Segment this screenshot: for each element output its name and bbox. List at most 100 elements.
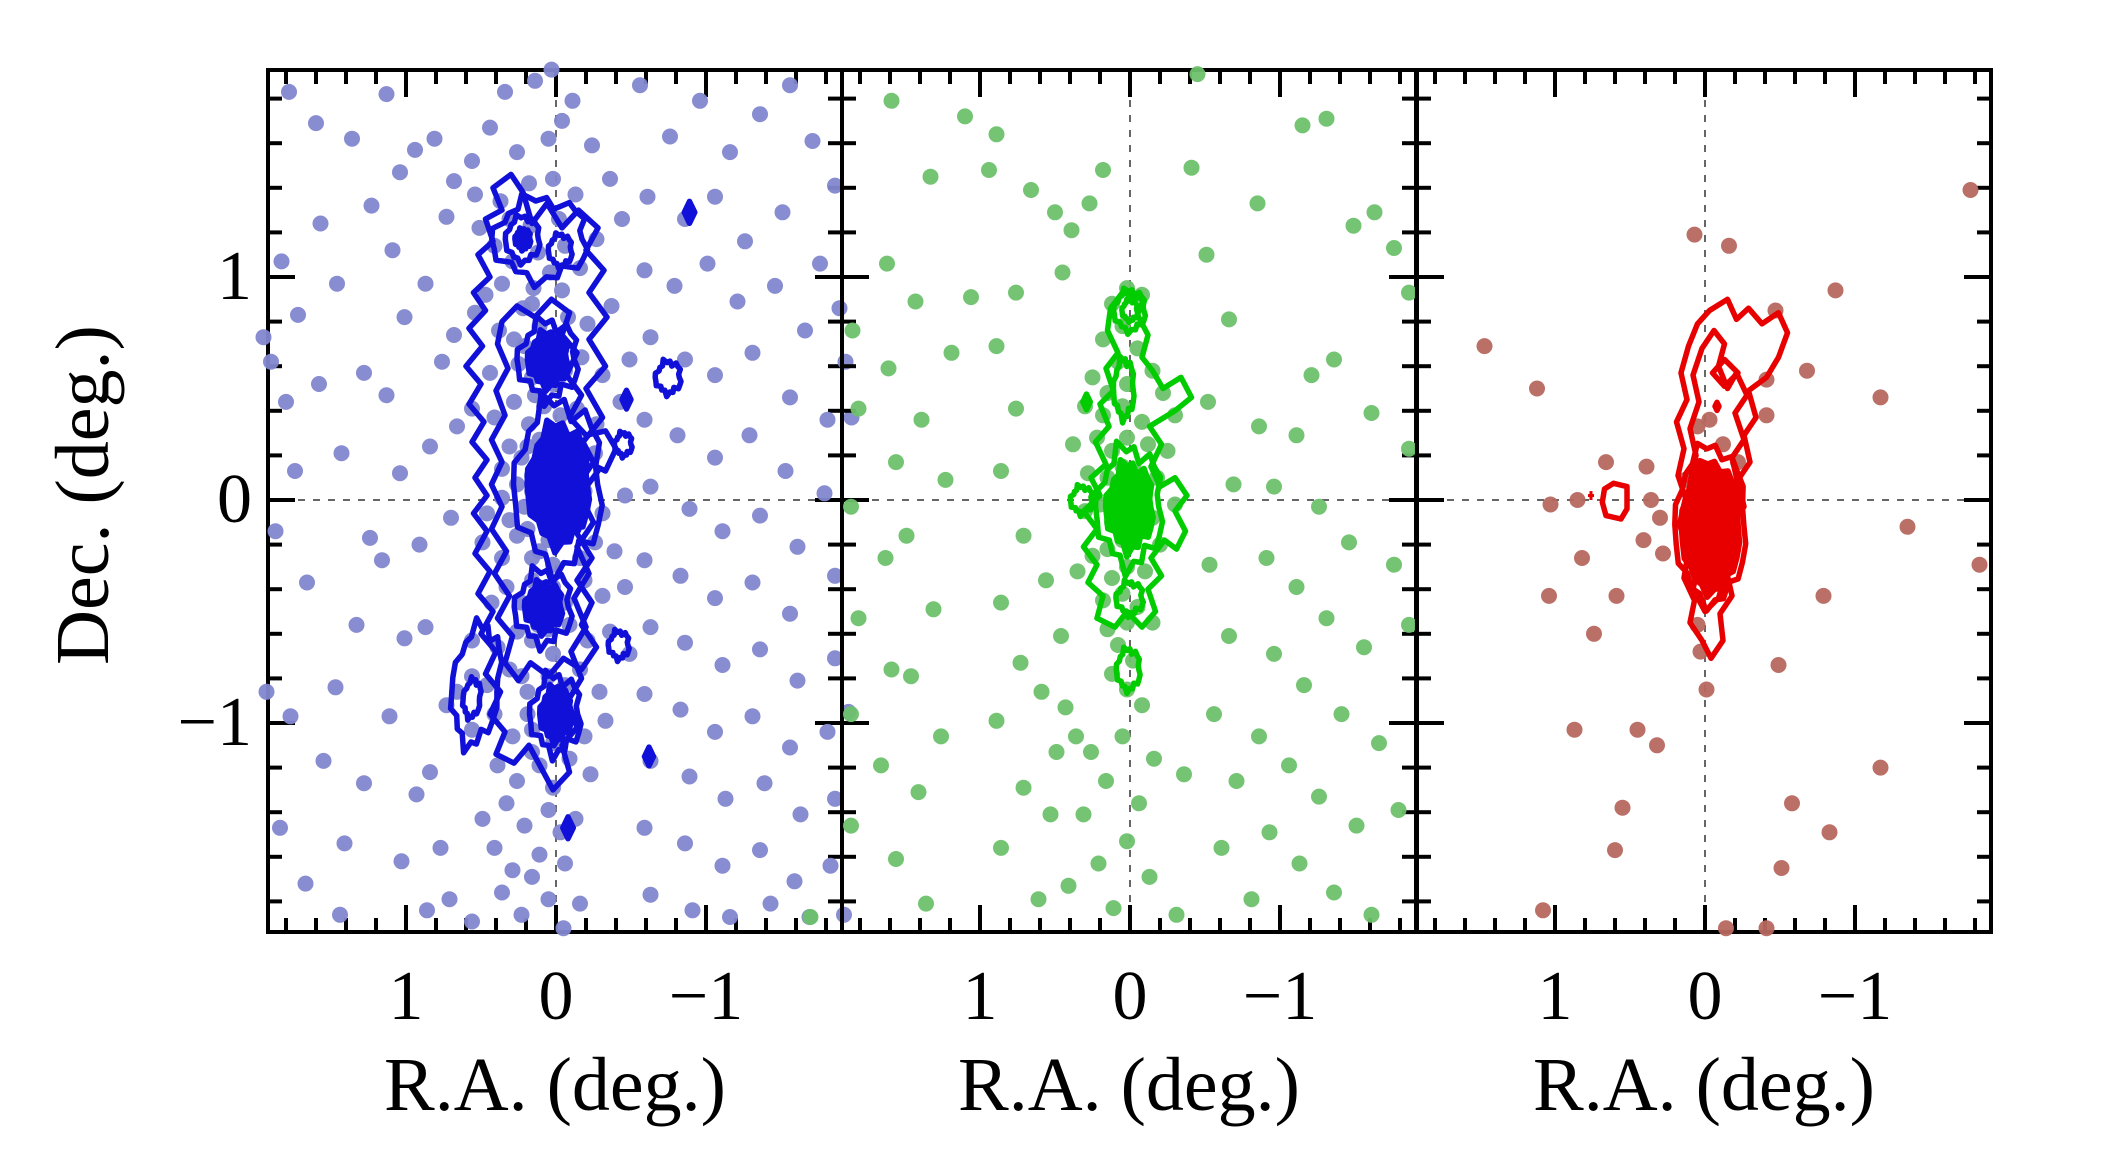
data-point (925, 601, 942, 618)
data-point (1063, 222, 1080, 239)
data-point (396, 630, 413, 647)
data-point (988, 712, 1005, 729)
data-point (1048, 744, 1065, 760)
data-point (1038, 572, 1054, 589)
data-point (777, 463, 794, 479)
data-point (297, 875, 314, 892)
data-point (957, 108, 973, 125)
data-point (850, 610, 867, 627)
data-point (1261, 824, 1278, 841)
data-point (1962, 182, 1979, 198)
data-point (1326, 351, 1342, 368)
data-point (1566, 721, 1583, 738)
data-point (1333, 706, 1350, 723)
data-point (308, 115, 324, 132)
data-point (782, 739, 798, 756)
data-point (408, 786, 425, 803)
data-point (636, 411, 653, 428)
data-point (1095, 162, 1111, 178)
data-point (1249, 195, 1266, 212)
y-tick-label: −1 (177, 684, 252, 761)
data-point (819, 723, 836, 740)
data-point (684, 902, 701, 919)
data-point (1291, 855, 1308, 872)
data-point (642, 886, 659, 903)
contour-line (1080, 391, 1094, 413)
data-point (363, 197, 380, 214)
data-point (407, 141, 423, 158)
data-point (782, 389, 798, 406)
data-point (677, 351, 693, 368)
data-point (1176, 766, 1192, 783)
data-point (1137, 563, 1153, 580)
data-point (441, 891, 458, 908)
contour-line (1067, 481, 1096, 520)
data-point (1042, 806, 1059, 823)
data-point (797, 322, 813, 339)
data-point (1266, 645, 1282, 662)
data-point (1083, 744, 1099, 760)
data-point (327, 679, 344, 696)
data-point (1614, 799, 1631, 816)
data-point (789, 538, 806, 555)
data-point (850, 400, 867, 417)
data-point (621, 351, 638, 368)
data-point (1084, 369, 1101, 386)
contour-line (641, 744, 657, 769)
y-tick-label: 0 (217, 461, 252, 538)
contour-line (512, 225, 534, 254)
data-point (426, 130, 443, 147)
data-point (479, 505, 495, 522)
contour-line (560, 814, 577, 842)
data-point (774, 204, 791, 221)
contour-line (488, 296, 619, 684)
data-point (282, 708, 299, 725)
data-point (419, 902, 435, 919)
data-point (1971, 556, 1988, 573)
data-point (639, 188, 656, 205)
data-point (802, 909, 819, 925)
data-point (831, 300, 848, 317)
data-point (762, 895, 779, 912)
data-point (943, 344, 960, 361)
data-point (699, 255, 716, 272)
data-point (1068, 728, 1084, 745)
data-point (789, 672, 806, 689)
data-point (1773, 860, 1790, 876)
data-point (1023, 182, 1039, 198)
data-point (744, 574, 761, 591)
data-point (506, 393, 522, 410)
data-point (1655, 545, 1671, 562)
data-point (1141, 868, 1158, 885)
data-point (432, 839, 449, 856)
data-point (594, 587, 611, 604)
data-point (1643, 492, 1659, 508)
data-point (278, 393, 294, 410)
data-point (1899, 518, 1916, 535)
data-point (509, 144, 525, 161)
data-point (1698, 681, 1715, 698)
data-point (844, 322, 861, 339)
data-point (572, 895, 588, 912)
data-point (1401, 440, 1417, 457)
panel-blue (255, 61, 860, 937)
data-point (752, 507, 768, 524)
data-point (356, 364, 372, 381)
data-point (707, 188, 723, 205)
data-point (741, 427, 758, 444)
data-point (1015, 779, 1032, 796)
data-point (579, 315, 596, 332)
data-point (1326, 884, 1342, 901)
data-point (898, 527, 915, 544)
data-point (1168, 906, 1185, 923)
data-point (1281, 757, 1297, 774)
data-point (524, 868, 540, 885)
data-point (827, 567, 843, 584)
data-point (1784, 795, 1800, 812)
data-point (1266, 478, 1282, 495)
data-point (348, 616, 365, 633)
data-point (937, 471, 954, 488)
data-point (393, 853, 410, 870)
data-point (722, 144, 738, 161)
x-axis-label-middle: R.A. (deg.) (958, 1043, 1300, 1127)
